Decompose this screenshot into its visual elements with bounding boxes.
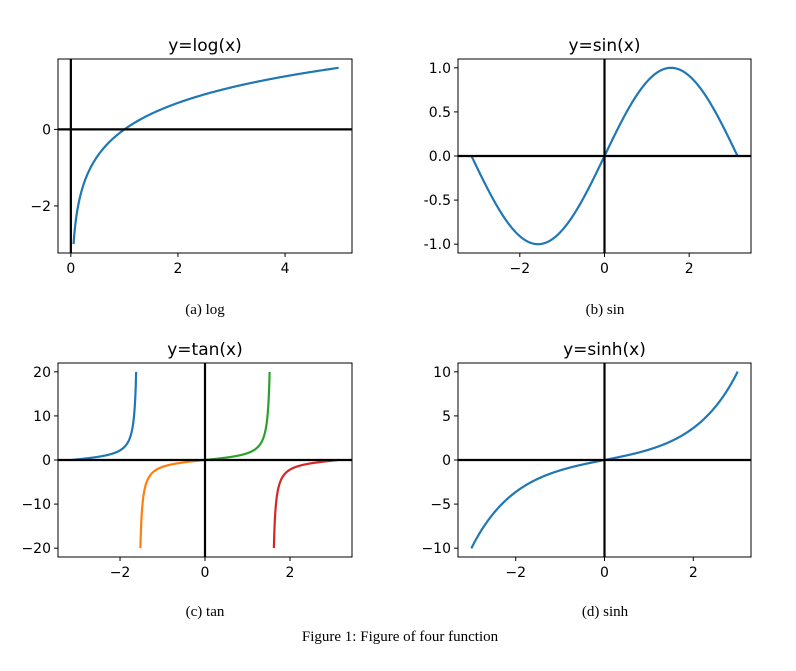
x-tick-label: 2 [173, 261, 182, 277]
y-tick-label: 10 [433, 365, 451, 381]
subplot-log: y=log(x) (a) log 0 2 4 0 −2 [30, 36, 353, 318]
y-tick-label: −10 [21, 497, 51, 513]
axes-frame [57, 362, 353, 558]
x-tick-label: 0 [66, 261, 75, 277]
x-tick-label: 2 [689, 565, 698, 581]
y-tick-label: −20 [21, 541, 51, 557]
series-line [71, 371, 138, 462]
subplot-sin: y=sin(x) (b) sin −2 0 2 1.0 0.5 0.0 -0.5 -1.0 [424, 36, 752, 318]
subplot-caption: (d) sinh [582, 604, 629, 620]
subplot-caption: (b) sin [586, 302, 625, 318]
figure-caption: Figure 1: Figure of four function [302, 629, 499, 645]
series-line [72, 66, 339, 245]
subplot-title: y=tan(x) [167, 340, 243, 360]
y-tick-label: 0 [42, 453, 51, 469]
y-tick-label: -1.0 [424, 237, 451, 253]
y-tick-label: 0.5 [429, 105, 451, 121]
y-tick-label: 10 [33, 409, 51, 425]
x-tick-label: 2 [286, 565, 295, 581]
axes-frame [57, 58, 353, 254]
x-tick-label: 2 [685, 261, 694, 277]
series-line [272, 458, 339, 549]
y-tick-label: −2 [30, 199, 51, 215]
subplot-title: y=log(x) [168, 36, 242, 56]
x-tick-label: 0 [600, 565, 609, 581]
subplot-caption: (a) log [185, 302, 225, 318]
subplot-sinh: y=sinh(x) (d) sinh −2 0 2 10 5 0 −5 −10 [421, 340, 752, 620]
axes-frame [457, 362, 752, 558]
series-line [139, 458, 206, 549]
x-tick-label: −2 [505, 565, 526, 581]
y-tick-label: 5 [442, 409, 451, 425]
y-tick-label: -0.5 [424, 193, 451, 209]
y-tick-label: 20 [33, 365, 51, 381]
axes-frame [457, 58, 752, 254]
subplot-title: y=sin(x) [569, 36, 641, 56]
x-tick-label: −2 [110, 565, 131, 581]
x-tick-label: 4 [281, 261, 290, 277]
y-tick-label: −5 [430, 497, 451, 513]
y-tick-label: 0 [42, 122, 51, 138]
y-tick-label: 0 [442, 453, 451, 469]
y-tick-label: 1.0 [429, 61, 451, 77]
x-tick-label: 0 [600, 261, 609, 277]
series-line [204, 371, 271, 462]
subplot-title: y=sinh(x) [563, 340, 646, 360]
x-tick-label: 0 [201, 565, 210, 581]
y-tick-label: −10 [421, 541, 451, 557]
y-tick-label: 0.0 [429, 149, 451, 165]
x-tick-label: −2 [509, 261, 530, 277]
subplot-caption: (c) tan [186, 604, 225, 620]
